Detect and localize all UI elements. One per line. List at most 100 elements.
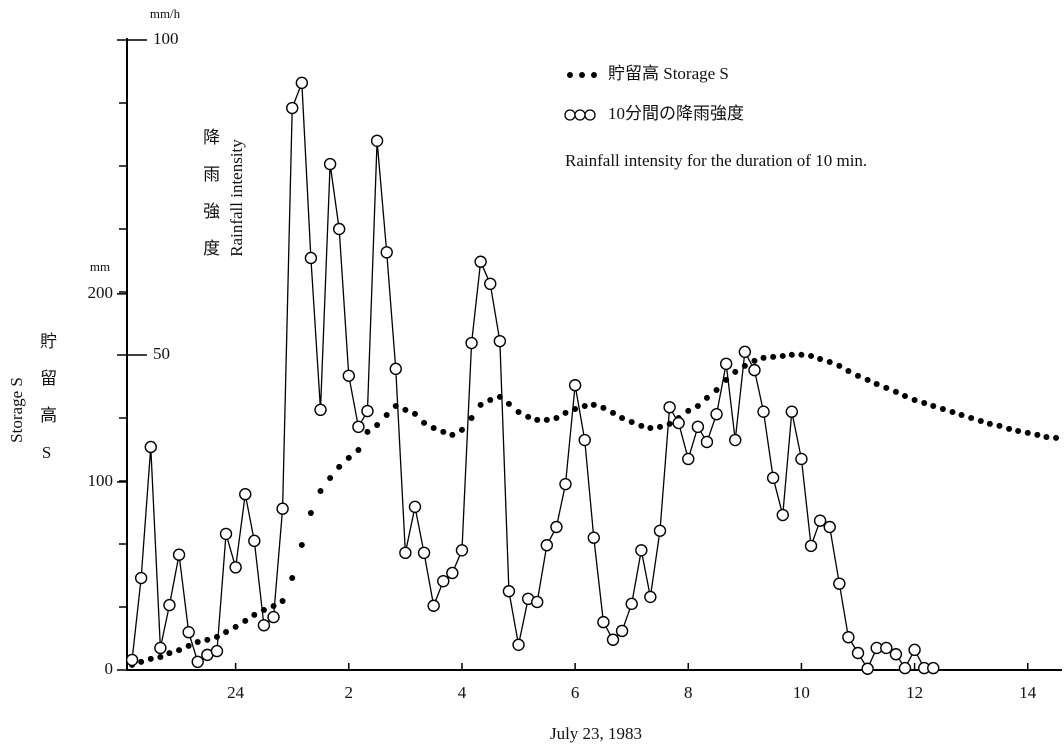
rainfall-point bbox=[776, 508, 789, 522]
storage-point bbox=[487, 396, 494, 403]
storage-point bbox=[553, 415, 560, 421]
rainfall-point bbox=[568, 379, 582, 392]
rainfall-point bbox=[653, 524, 667, 537]
rainfall-point bbox=[427, 599, 440, 612]
storage-point bbox=[477, 401, 484, 408]
legend-marker bbox=[574, 109, 586, 121]
x-tick-label: 10 bbox=[793, 683, 810, 702]
x-tick-label: 8 bbox=[684, 683, 693, 702]
rainfall-point bbox=[332, 222, 346, 236]
storage-point bbox=[176, 647, 183, 654]
y-label-ja: 降雨強度 bbox=[200, 128, 220, 276]
storage-point bbox=[543, 416, 550, 423]
rainfall-point bbox=[125, 653, 139, 667]
rainfall-point bbox=[606, 633, 620, 646]
rainfall-point bbox=[465, 336, 478, 350]
rainfall-point bbox=[399, 546, 412, 560]
storage-point bbox=[307, 509, 314, 516]
storage-point bbox=[383, 411, 390, 418]
rainfall-point bbox=[314, 403, 327, 417]
storage-point bbox=[185, 642, 192, 649]
storage-point bbox=[345, 454, 352, 461]
storage-point bbox=[1024, 429, 1031, 436]
legend-marker bbox=[591, 72, 597, 78]
storage-point bbox=[779, 352, 786, 359]
rainfall-point bbox=[625, 597, 638, 611]
storage-point bbox=[534, 416, 541, 423]
storage-point bbox=[515, 408, 522, 415]
rainfall-point bbox=[182, 626, 195, 639]
storage-point bbox=[685, 407, 692, 414]
rainfall-point bbox=[134, 571, 148, 585]
x-label: July 23, 1983 bbox=[550, 724, 642, 743]
storage-point bbox=[751, 357, 758, 364]
rainfall-point bbox=[437, 574, 450, 588]
rainfall-point bbox=[455, 544, 469, 557]
rainfall-point bbox=[408, 500, 422, 514]
storage-point bbox=[242, 617, 249, 624]
rainfall-point bbox=[295, 76, 309, 90]
storage-point bbox=[147, 655, 154, 662]
storage-point bbox=[855, 372, 862, 379]
storage-point bbox=[798, 351, 805, 358]
storage-point bbox=[986, 420, 993, 427]
storage-point bbox=[883, 384, 890, 391]
legend-label: 10分間の降雨強度 bbox=[608, 104, 744, 123]
rainfall-point bbox=[276, 502, 289, 515]
storage-point bbox=[788, 351, 795, 358]
legend-label: 貯留高 Storage S bbox=[608, 64, 729, 83]
storage-point bbox=[713, 386, 720, 393]
storage-point bbox=[166, 650, 173, 657]
rainfall-point bbox=[851, 646, 865, 660]
x-tick-label: 24 bbox=[227, 683, 245, 702]
storage-point bbox=[468, 415, 475, 421]
storage-point bbox=[458, 426, 465, 433]
rainfall-point bbox=[417, 546, 431, 560]
annotation: Rainfall intensity for the duration of 1… bbox=[565, 151, 867, 170]
storage-point bbox=[656, 423, 663, 430]
storage-point bbox=[270, 603, 277, 610]
storage-point bbox=[996, 422, 1003, 429]
storage-point bbox=[251, 611, 258, 618]
storage-point bbox=[873, 380, 880, 387]
rainfall-point bbox=[738, 345, 752, 359]
rainfall-point bbox=[172, 548, 186, 561]
storage-point bbox=[694, 402, 701, 409]
rainfall-point bbox=[446, 566, 459, 580]
rainfall-point bbox=[267, 610, 280, 624]
storage-point bbox=[1015, 427, 1022, 434]
rainfall-point bbox=[352, 420, 365, 434]
storage-point bbox=[770, 353, 777, 360]
storage-point bbox=[647, 424, 654, 431]
storage-point bbox=[572, 405, 579, 412]
rainfall-point bbox=[493, 334, 507, 348]
storage-point bbox=[157, 654, 164, 661]
rainfall-point bbox=[210, 644, 224, 658]
storage-point bbox=[638, 422, 645, 429]
storage-point bbox=[402, 406, 409, 413]
rainfall-point bbox=[766, 471, 780, 485]
storage-point bbox=[817, 355, 824, 362]
legend-marker bbox=[567, 72, 573, 78]
storage-point bbox=[958, 411, 965, 418]
rainfall-point bbox=[700, 435, 714, 449]
rainfall-point bbox=[380, 246, 393, 259]
storage-point bbox=[836, 362, 843, 369]
storage-point bbox=[760, 354, 767, 361]
rainfall-point bbox=[880, 641, 893, 655]
x-tick-label: 14 bbox=[1019, 683, 1037, 702]
y2-tick-label: 100 bbox=[88, 471, 114, 490]
rainfall-point bbox=[842, 631, 855, 644]
rainfall-point bbox=[229, 561, 242, 574]
y2-label-ja: 貯留高S bbox=[37, 332, 57, 482]
storage-point bbox=[732, 368, 739, 375]
rainfall-point bbox=[370, 134, 384, 148]
storage-point bbox=[194, 638, 201, 645]
y-tick-label: 50 bbox=[153, 344, 170, 363]
rainfall-point bbox=[361, 404, 374, 418]
storage-point bbox=[449, 431, 456, 438]
storage-point bbox=[336, 463, 343, 470]
storage-point bbox=[213, 633, 220, 640]
rainfall-point bbox=[578, 433, 591, 447]
rainfall-point bbox=[908, 643, 921, 657]
